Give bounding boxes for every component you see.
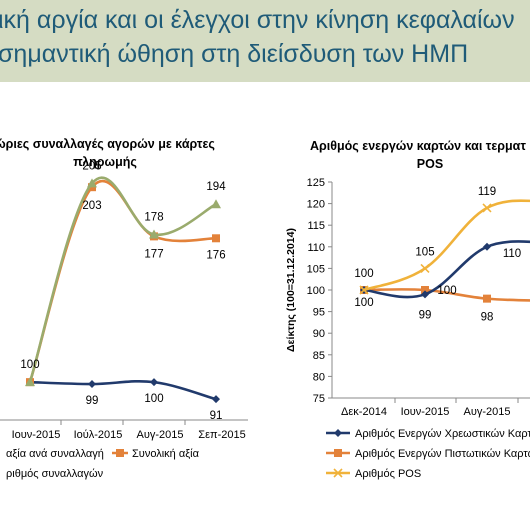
right-y-tick-label: 115	[307, 220, 325, 232]
left-data-label: 203	[82, 200, 101, 212]
right-y-tick-label: 75	[313, 393, 325, 405]
right-y-axis-title: Δείκτης (100=31.12.2014)	[285, 228, 297, 352]
right-data-label: 100	[437, 285, 456, 297]
left-legend-swatch-marker	[116, 449, 124, 457]
right-series-line	[363, 240, 530, 299]
left-chart-title-line-2: πληρωμής	[73, 155, 137, 169]
left-series-line	[29, 379, 217, 401]
right-series-marker	[483, 294, 491, 303]
right-y-tick-label: 100	[307, 285, 325, 297]
left-legend-label: Συνολική αξία	[132, 448, 200, 460]
right-y-tick-label: 120	[307, 199, 325, 211]
right-line-chart: Αριθμός ενεργών καρτών και τερματ POS 75 80…	[285, 139, 530, 480]
right-data-label: 99	[419, 309, 432, 321]
left-series-marker	[211, 199, 221, 209]
right-series-line	[363, 288, 530, 302]
right-legend-label: Αριθμός POS	[355, 468, 421, 480]
left-x-tick-label: Σεπ-2015	[198, 429, 245, 441]
right-y-tick-label: 95	[313, 307, 325, 319]
left-series-marker	[212, 395, 220, 404]
right-x-tick-label: Αυγ-2015	[464, 406, 511, 418]
right-y-tick-label: 90	[313, 328, 325, 340]
right-legend-swatch-marker	[334, 449, 342, 457]
left-series-marker	[87, 178, 97, 188]
right-series-marker-stroke-b	[482, 203, 492, 213]
right-series-marker	[420, 263, 430, 273]
right-data-label: 98	[481, 312, 494, 324]
right-data-label: 100	[354, 297, 373, 309]
right-series-line	[363, 199, 530, 292]
right-data-label: 100	[354, 268, 373, 280]
left-line-chart: ώριες συναλλαγές αγορών με κάρτες πληρωμή…	[0, 137, 248, 480]
left-legend-label: αξία ανά συναλλαγή	[6, 448, 104, 460]
left-x-tick-label: Αυγ-2015	[137, 429, 184, 441]
right-y-tick-label: 125	[307, 177, 325, 189]
right-chart-title-line-1: Αριθμός ενεργών καρτών και τερματ	[310, 139, 526, 153]
title-banner: ική αργία και οι έλεγχοι στην κίνηση κεφ…	[0, 0, 530, 82]
left-series-line	[28, 176, 217, 383]
left-series-marker	[150, 378, 158, 387]
left-series-marker	[149, 229, 159, 239]
left-x-tick-label: Ιούλ-2015	[74, 429, 123, 441]
left-data-label: 178	[144, 212, 163, 224]
right-series-marker	[483, 242, 491, 251]
left-legend: αξία ανά συναλλαγή Συνολική αξία ριθμός συ…	[6, 448, 200, 480]
right-series-marker	[482, 203, 492, 213]
left-data-label: 91	[210, 410, 223, 422]
right-legend-swatch-marker	[334, 429, 342, 437]
left-series-line	[28, 179, 217, 383]
right-x-tick-label: Δεκ-2014	[341, 406, 387, 418]
right-y-tick-label: 105	[307, 263, 325, 275]
left-series-marker	[25, 377, 35, 387]
banner-title-line-2: σημαντική ώθηση στη διείσδυση των ΗΜΠ	[0, 40, 469, 68]
right-legend-swatch-marker-stroke-b	[333, 468, 343, 478]
right-y-tick-label: 110	[307, 242, 325, 254]
right-series-marker	[359, 285, 369, 295]
right-y-tick-label: 85	[313, 350, 325, 362]
left-data-label: 99	[86, 395, 99, 407]
right-data-label: 110	[503, 248, 521, 260]
right-data-label: 105	[415, 246, 434, 258]
right-legend: Αριθμός Ενεργών Χρεωστικών Καρτώ Αριθμός …	[326, 428, 530, 480]
left-series-marker	[212, 234, 220, 243]
right-data-label: 119	[478, 186, 496, 198]
right-chart-title-line-2: POS	[417, 157, 443, 171]
right-series-marker	[421, 286, 429, 294]
left-data-label: 176	[206, 249, 225, 261]
left-data-label: 205	[82, 160, 101, 172]
left-data-label: 100	[144, 393, 163, 405]
right-y-tick-label: 80	[313, 371, 325, 383]
left-x-tick-label: Ιουν-2015	[12, 429, 61, 441]
right-series-marker-stroke-b	[420, 263, 430, 273]
left-legend-label: ριθμός συναλλαγών	[6, 468, 104, 480]
right-legend-label: Αριθμός Ενεργών Πιστωτικών Καρτώ	[355, 448, 530, 460]
left-series-marker	[88, 380, 96, 389]
right-legend-label: Αριθμός Ενεργών Χρεωστικών Καρτώ	[355, 428, 530, 440]
right-legend-swatch-marker	[333, 468, 343, 478]
left-chart-title-line-1: ώριες συναλλαγές αγορών με κάρτες	[0, 137, 215, 151]
right-series-marker	[421, 290, 429, 299]
left-data-label: 194	[206, 181, 226, 193]
right-series-marker-stroke-b	[359, 285, 369, 295]
banner-title-line-1: ική αργία και οι έλεγχοι στην κίνηση κεφ…	[0, 6, 515, 34]
left-data-label: 100	[20, 359, 39, 371]
left-data-label: 177	[144, 248, 163, 260]
right-x-tick-label: Ιουν-2015	[401, 406, 450, 418]
